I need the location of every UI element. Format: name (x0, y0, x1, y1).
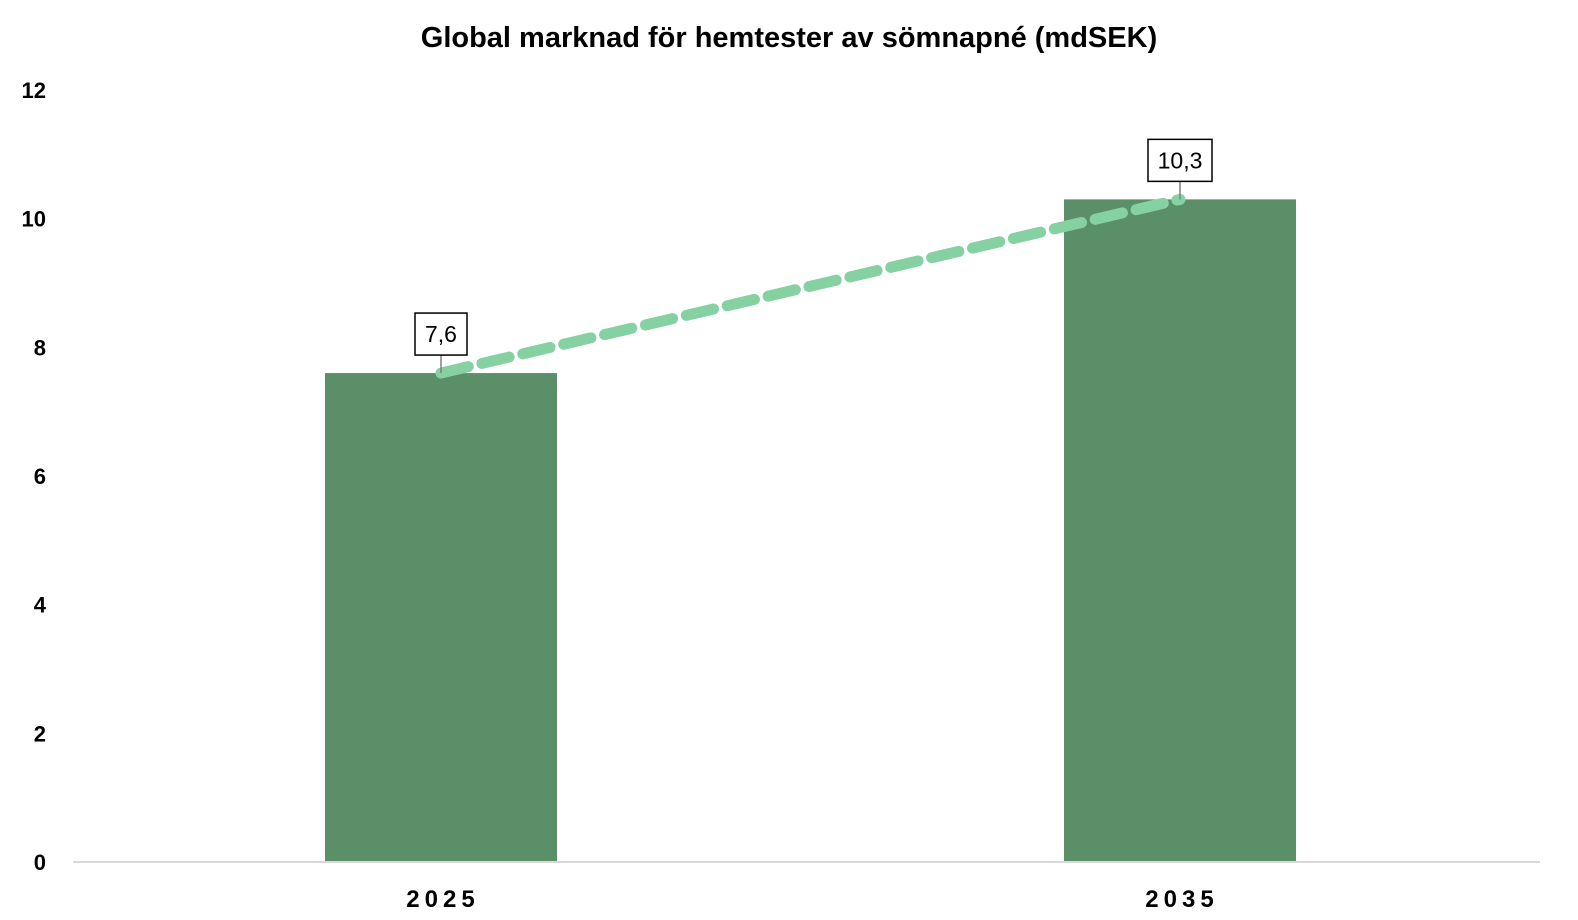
data-label-box (414, 312, 468, 356)
x-tick-label: 2035 (1145, 886, 1218, 913)
data-label-box (1147, 138, 1213, 183)
bar-2025 (325, 373, 557, 862)
trend-line (435, 193, 1186, 379)
bars (325, 199, 1296, 862)
y-tick-label: 8 (34, 335, 46, 360)
y-tick-label: 12 (22, 78, 46, 103)
data-labels: 7,6 10,3 (414, 138, 1213, 374)
data-label: 7,6 (425, 321, 457, 347)
x-axis: 2025 2035 (406, 886, 1218, 913)
y-tick-label: 2 (34, 721, 46, 746)
chart-title: Global marknad för hemtester av sömnapné… (421, 22, 1157, 54)
y-tick-label: 4 (34, 593, 47, 618)
data-label: 10,3 (1158, 147, 1203, 173)
bar-2035 (1064, 199, 1296, 862)
y-tick-label: 6 (34, 464, 46, 489)
x-tick-label: 2025 (406, 886, 479, 913)
y-tick-label: 0 (34, 850, 46, 875)
y-axis: 0 2 4 6 8 10 12 (22, 78, 47, 875)
y-tick-label: 10 (22, 207, 46, 232)
